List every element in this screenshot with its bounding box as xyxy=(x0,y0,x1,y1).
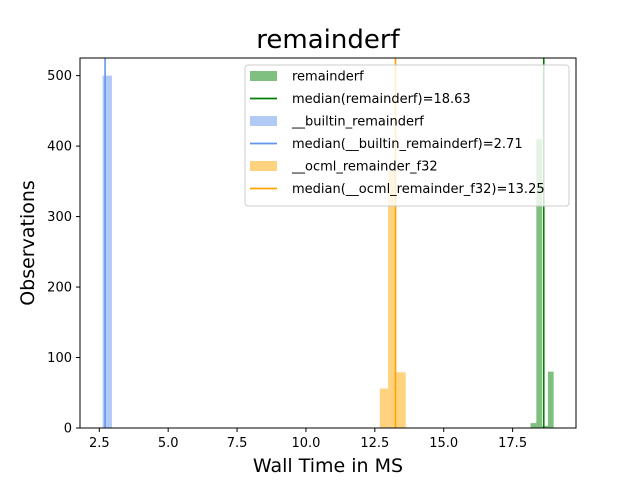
y-axis-title: Observations xyxy=(17,180,39,306)
y-tick-label: 0 xyxy=(64,422,72,437)
x-tick-label: 2.5 xyxy=(89,436,110,451)
y-tick-label: 200 xyxy=(47,281,72,296)
x-tick-label: 5.0 xyxy=(158,436,179,451)
legend-label-2: __builtin_remainderf xyxy=(291,115,424,130)
bar-ocml-remainder-f32-2 xyxy=(396,372,406,428)
legend-swatch-4 xyxy=(250,161,277,171)
x-tick-label: 17.5 xyxy=(498,436,527,451)
legend-box xyxy=(244,64,570,207)
legend-label-4: __ocml_remainder_f32 xyxy=(291,160,438,175)
legend: remainderf median(remainderf)=18.63 __buil… xyxy=(244,64,570,207)
x-tick-label: 12.5 xyxy=(360,436,389,451)
x-axis-title: Wall Time in MS xyxy=(253,455,403,477)
legend-label-3: median(__builtin_remainderf)=2.71 xyxy=(292,137,523,152)
bar-builtin-remainderf-0 xyxy=(102,75,112,428)
x-tick-label: 10.0 xyxy=(291,436,320,451)
legend-label-0: remainderf xyxy=(292,70,364,85)
y-axis-ticks: 0 100 200 300 400 500 xyxy=(47,69,80,437)
legend-label-1: median(remainderf)=18.63 xyxy=(292,92,471,107)
x-tick-label: 7.5 xyxy=(227,436,248,451)
legend-swatch-0 xyxy=(250,71,277,81)
bar-remainderf-2 xyxy=(542,425,548,428)
legend-swatch-2 xyxy=(250,116,277,126)
chart-title: remainderf xyxy=(256,25,400,55)
x-tick-label: 15.0 xyxy=(429,436,458,451)
legend-label-5: median(__ocml_remainder_f32)=13.25 xyxy=(292,182,545,197)
x-axis-ticks: 2.5 5.0 7.5 10.0 12.5 15.0 17.5 xyxy=(89,428,527,451)
bar-ocml-remainder-f32-0 xyxy=(379,388,389,428)
histogram-bars xyxy=(102,75,554,429)
plot-frame xyxy=(79,57,577,429)
bar-ocml-remainder-f32-1 xyxy=(388,170,397,428)
bar-remainderf-1 xyxy=(536,139,543,429)
bar-remainderf-3 xyxy=(547,371,554,428)
bar-remainderf-0 xyxy=(530,423,537,428)
y-tick-label: 100 xyxy=(47,351,72,366)
y-tick-label: 300 xyxy=(47,210,72,225)
y-tick-label: 500 xyxy=(47,69,72,84)
y-tick-label: 400 xyxy=(47,140,72,155)
